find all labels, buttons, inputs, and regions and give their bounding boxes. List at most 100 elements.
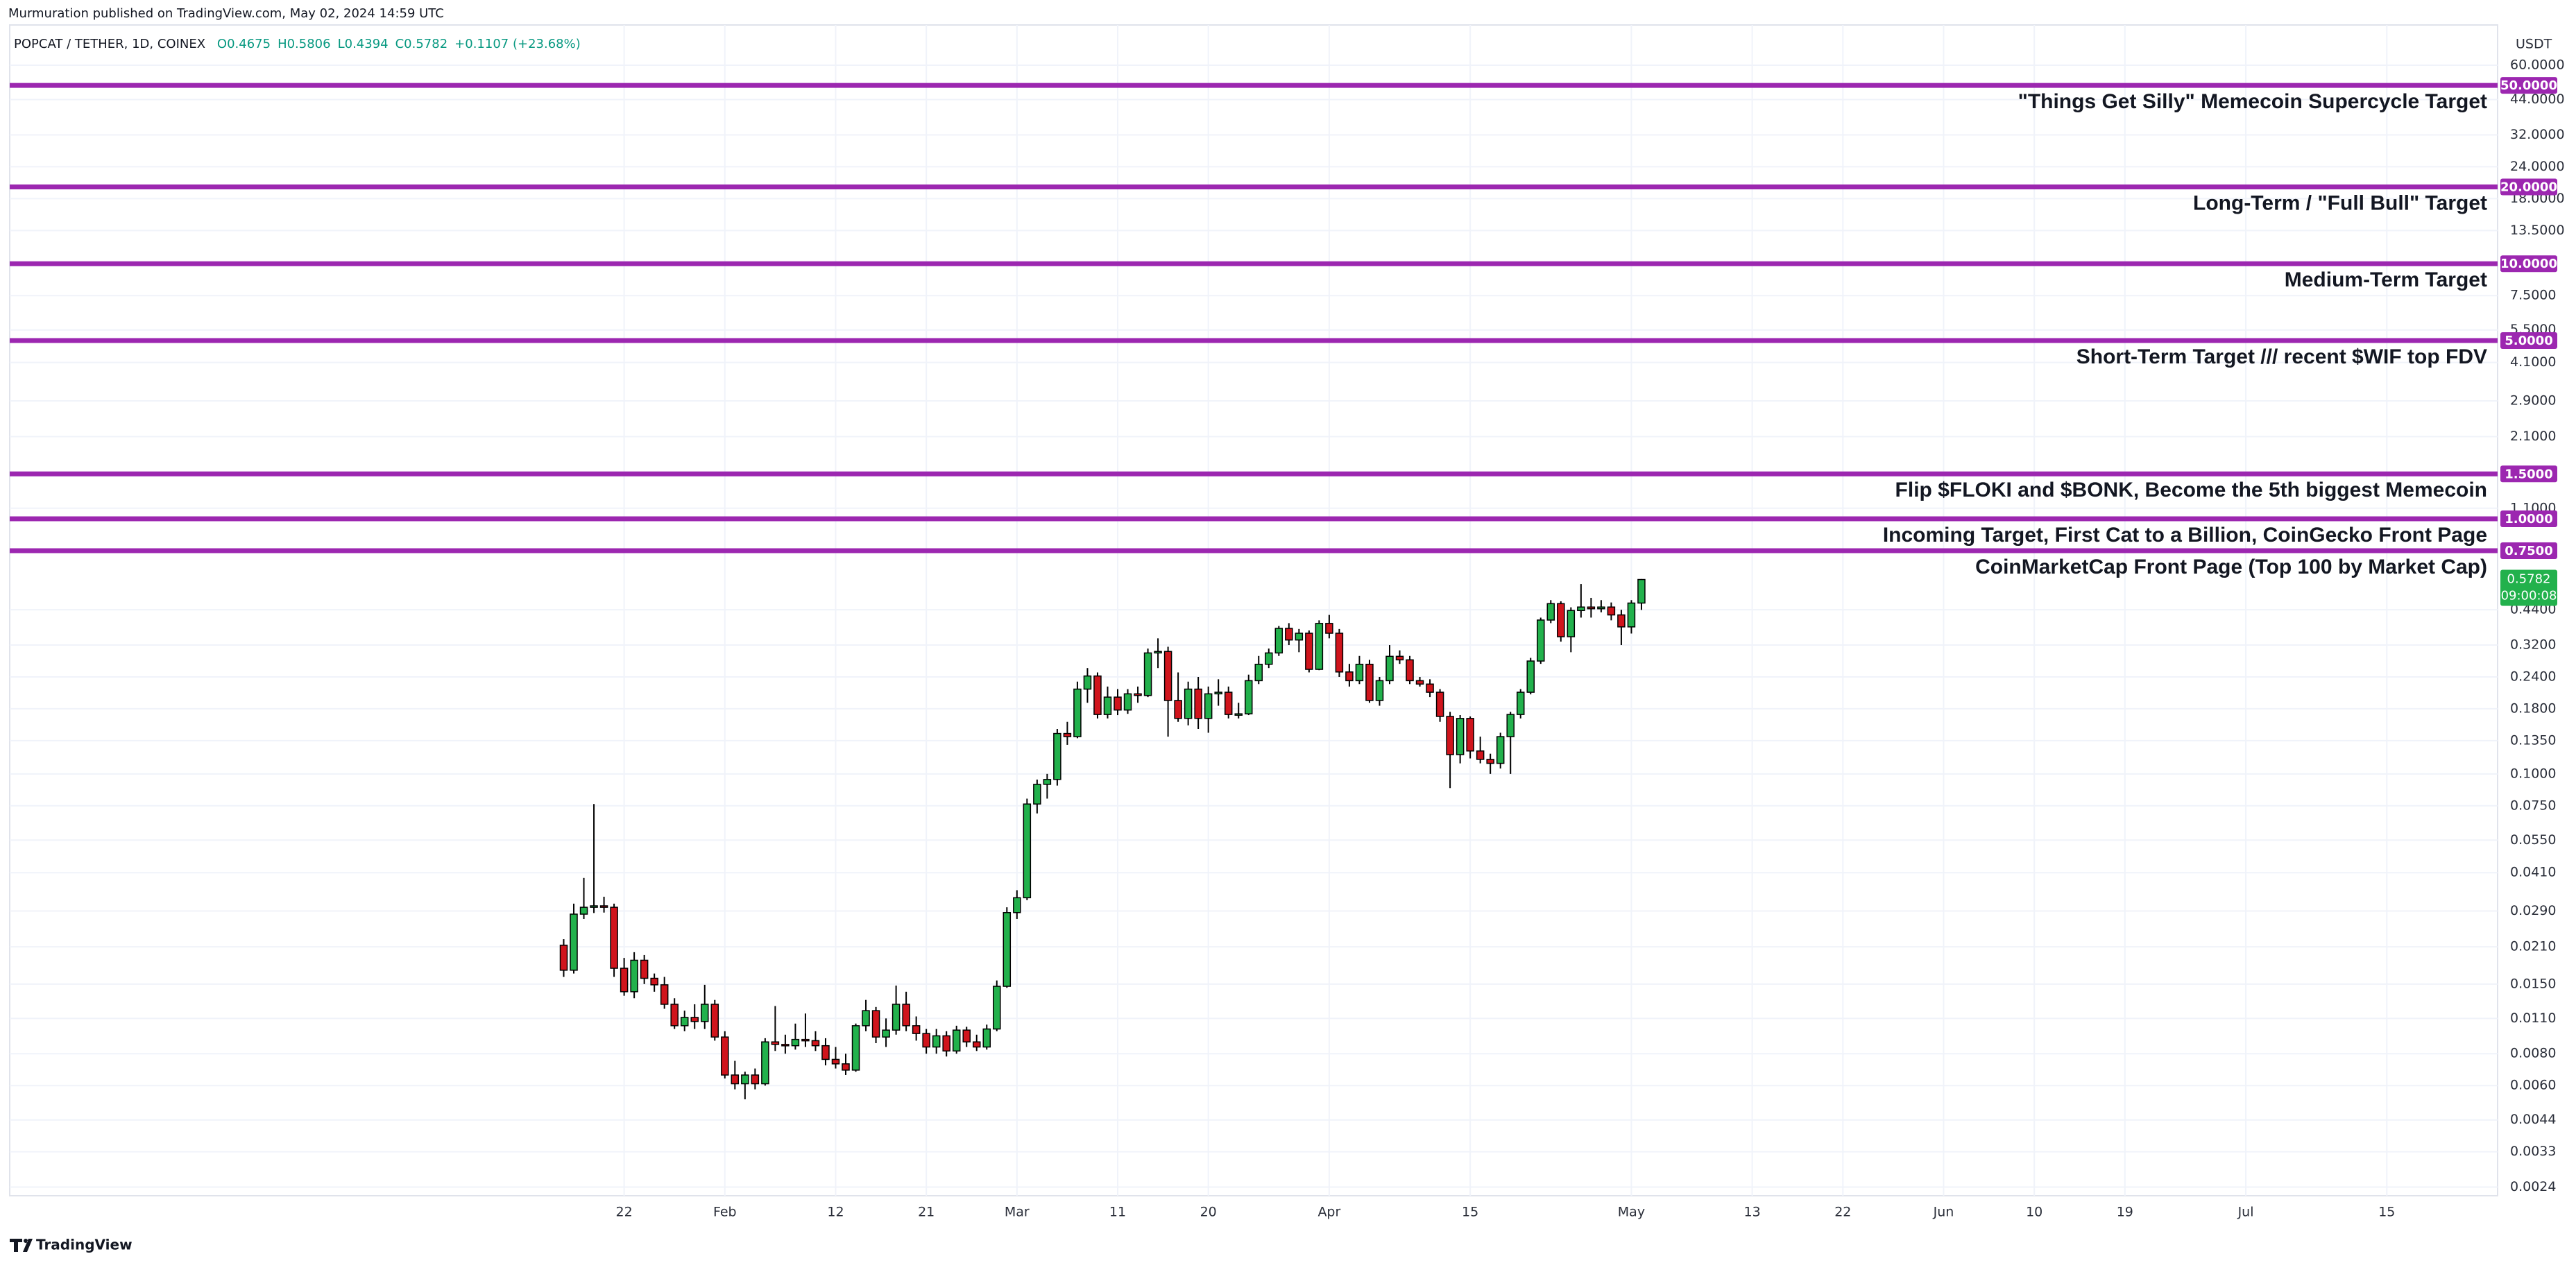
candle-body: [731, 1074, 740, 1085]
candle-body: [942, 1035, 950, 1052]
level-price-label: 5.0000: [2505, 334, 2552, 348]
candle-body: [1617, 614, 1626, 628]
candle-body: [1526, 660, 1535, 693]
x-tick-label: 22: [616, 1205, 633, 1220]
y-tick-label: 60.0000: [2510, 58, 2565, 73]
symbol-line: POPCAT / TETHER, 1D, COINEX O0.4675 H0.580…: [14, 37, 581, 51]
candle-body: [559, 945, 568, 971]
candle-body: [721, 1036, 729, 1076]
candle-body: [1234, 713, 1243, 716]
x-tick-label: 12: [827, 1205, 844, 1220]
candle-body: [1285, 628, 1293, 641]
x-tick-label: 21: [918, 1205, 935, 1220]
candle-body: [1567, 610, 1576, 637]
candle-body: [851, 1025, 860, 1071]
candle-body: [610, 907, 618, 969]
candle-body: [1375, 680, 1384, 701]
y-tick-label: 13.5000: [2510, 223, 2565, 238]
candle-body: [1214, 691, 1222, 695]
candle-body: [1114, 696, 1122, 711]
y-tick-label: 24.0000: [2510, 159, 2565, 174]
candle-body: [862, 1010, 870, 1026]
candle-body: [1295, 633, 1304, 641]
y-tick-label: 0.2400: [2510, 669, 2556, 684]
x-tick-label: 22: [1834, 1205, 1851, 1220]
x-tick-label: 10: [2026, 1205, 2042, 1220]
x-tick-label: 13: [1744, 1205, 1761, 1220]
candle-body: [670, 1004, 679, 1026]
brand-name: TradingView: [36, 1237, 133, 1253]
y-tick-label: 0.0290: [2510, 903, 2556, 918]
candle-body: [1476, 750, 1485, 760]
candle-body: [1265, 652, 1273, 665]
candle-body: [1163, 651, 1172, 701]
candle-body: [1154, 651, 1162, 654]
candle-body: [620, 968, 629, 993]
y-tick-label: 44.0000: [2510, 92, 2565, 107]
ohlc-value: C0.5782: [395, 37, 448, 51]
x-tick-label: 11: [1109, 1205, 1126, 1220]
candle-body: [1506, 714, 1515, 737]
candle-body: [1315, 623, 1324, 670]
candle-body: [771, 1041, 780, 1045]
y-unit: USDT: [2516, 37, 2552, 52]
x-tick-label: 20: [1200, 1205, 1217, 1220]
candle-body: [993, 986, 1001, 1030]
candle-body: [599, 905, 608, 908]
candle-body: [660, 984, 669, 1005]
candle-body: [892, 1004, 901, 1031]
candles: [559, 578, 1646, 1100]
level-annotation: "Things Get Silly" Memecoin Supercycle T…: [2018, 90, 2487, 113]
candle-body: [1395, 655, 1404, 661]
candle-body: [1143, 652, 1152, 696]
candle-body: [640, 959, 649, 979]
price-change: +0.1107 (+23.68%): [454, 37, 581, 51]
candle-body: [1446, 716, 1454, 755]
candle-body: [972, 1041, 981, 1048]
y-tick-label: 0.0210: [2510, 939, 2556, 954]
candle-body: [1345, 671, 1354, 682]
candle-body: [1597, 606, 1605, 610]
ohlc-value: L0.4394: [338, 37, 389, 51]
candle-body: [902, 1004, 910, 1026]
candle-body: [650, 977, 658, 986]
candle-body: [1365, 664, 1374, 701]
level-annotation: Flip $FLOKI and $BONK, Become the 5th bi…: [1895, 479, 2487, 501]
y-tick-label: 0.0080: [2510, 1046, 2556, 1061]
candle-body: [1335, 633, 1344, 673]
candle-body: [690, 1017, 699, 1022]
candle-body: [701, 1004, 709, 1022]
y-tick-label: 2.1000: [2510, 429, 2556, 444]
y-tick-label: 0.0150: [2510, 976, 2556, 991]
x-tick-label: 15: [2378, 1205, 2395, 1220]
y-tick-label: 0.0033: [2510, 1144, 2556, 1159]
y-tick-label: 4.1000: [2510, 354, 2556, 370]
candle-body: [1003, 912, 1012, 987]
candle-body: [1033, 784, 1041, 805]
candle-body: [932, 1035, 941, 1048]
x-tick-label: Apr: [1317, 1205, 1340, 1220]
candle-body: [811, 1040, 820, 1047]
candle-body: [1607, 606, 1616, 616]
candle-body: [1587, 606, 1596, 610]
candle-body: [982, 1028, 991, 1048]
symbol: POPCAT / TETHER, 1D, COINEX: [14, 37, 205, 51]
x-tick-label: Feb: [713, 1205, 737, 1220]
countdown-label: 09:00:08: [2501, 589, 2557, 603]
published-note: Murmuration published on TradingView.com…: [8, 6, 444, 21]
candle-body: [912, 1025, 921, 1034]
y-tick-label: 2.9000: [2510, 393, 2556, 408]
x-tick-label: Mar: [1005, 1205, 1030, 1220]
candle-body: [791, 1038, 800, 1047]
candle-body: [1486, 759, 1494, 764]
level-price-tag: [2500, 332, 2557, 349]
candle-body: [1456, 718, 1465, 755]
level-price-label: 20.0000: [2500, 180, 2557, 195]
candle-body: [579, 907, 588, 915]
level-price-label: 0.7500: [2505, 544, 2552, 558]
level-annotation: Long-Term / "Full Bull" Target: [2193, 191, 2487, 214]
candle-body: [1013, 897, 1021, 913]
candle-body: [1355, 664, 1364, 682]
candle-body: [1204, 693, 1213, 719]
